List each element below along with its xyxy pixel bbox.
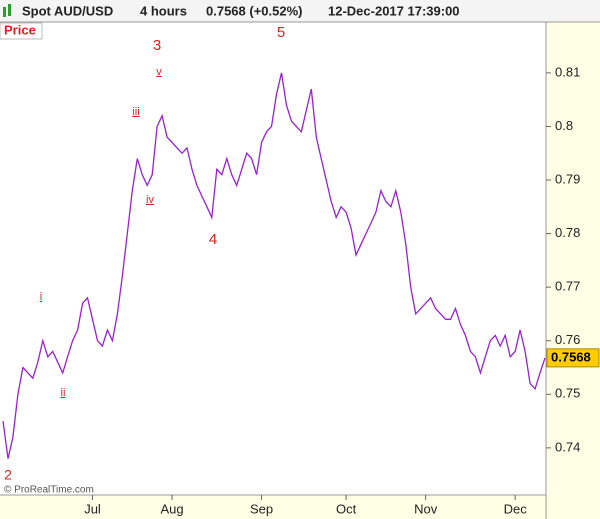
icon (3, 7, 6, 17)
y-tick-label: 0.8 (555, 118, 573, 133)
y-tick-label: 0.78 (555, 225, 580, 240)
icon (8, 4, 11, 16)
x-tick-label: Nov (414, 501, 438, 516)
x-tick-label: Jul (84, 501, 101, 516)
price-line (2, 72, 546, 459)
y-tick-label: 0.74 (555, 439, 580, 454)
panel-label-box (0, 22, 43, 40)
wave-annotation: 5 (277, 24, 285, 41)
wave-annotation: iii (132, 106, 139, 118)
wave-annotation: i (40, 291, 42, 303)
wave-annotation: 4 (209, 231, 217, 248)
x-axis-area (0, 495, 546, 519)
x-tick-label: Oct (336, 501, 357, 516)
header-title: Spot AUD/USD (22, 3, 113, 18)
wave-annotation: v (156, 66, 162, 78)
header-bar (0, 0, 600, 22)
wave-annotation: 3 (153, 37, 161, 54)
wave-annotation: ii (61, 387, 66, 399)
x-tick-label: Sep (250, 501, 273, 516)
x-tick-label: Aug (160, 501, 183, 516)
header-datetime: 12-Dec-2017 17:39:00 (328, 3, 460, 18)
copyright: © ProRealTime.com (4, 485, 94, 496)
last-price-label: 0.7568 (551, 349, 591, 364)
y-axis-area (546, 22, 600, 519)
y-tick-label: 0.79 (555, 171, 580, 186)
x-tick-label: Dec (504, 501, 528, 516)
y-tick-label: 0.81 (555, 64, 580, 79)
header-timeframe: 4 hours (140, 3, 187, 18)
wave-annotation: iv (146, 194, 154, 206)
panel-label: Price (4, 22, 36, 37)
y-tick-label: 0.76 (555, 332, 580, 347)
wave-annotation: 2 (4, 467, 12, 483)
y-tick-label: 0.75 (555, 386, 580, 401)
y-tick-label: 0.77 (555, 279, 580, 294)
last-price-tag (546, 348, 600, 368)
header-quote: 0.7568 (+0.52%) (206, 3, 302, 18)
